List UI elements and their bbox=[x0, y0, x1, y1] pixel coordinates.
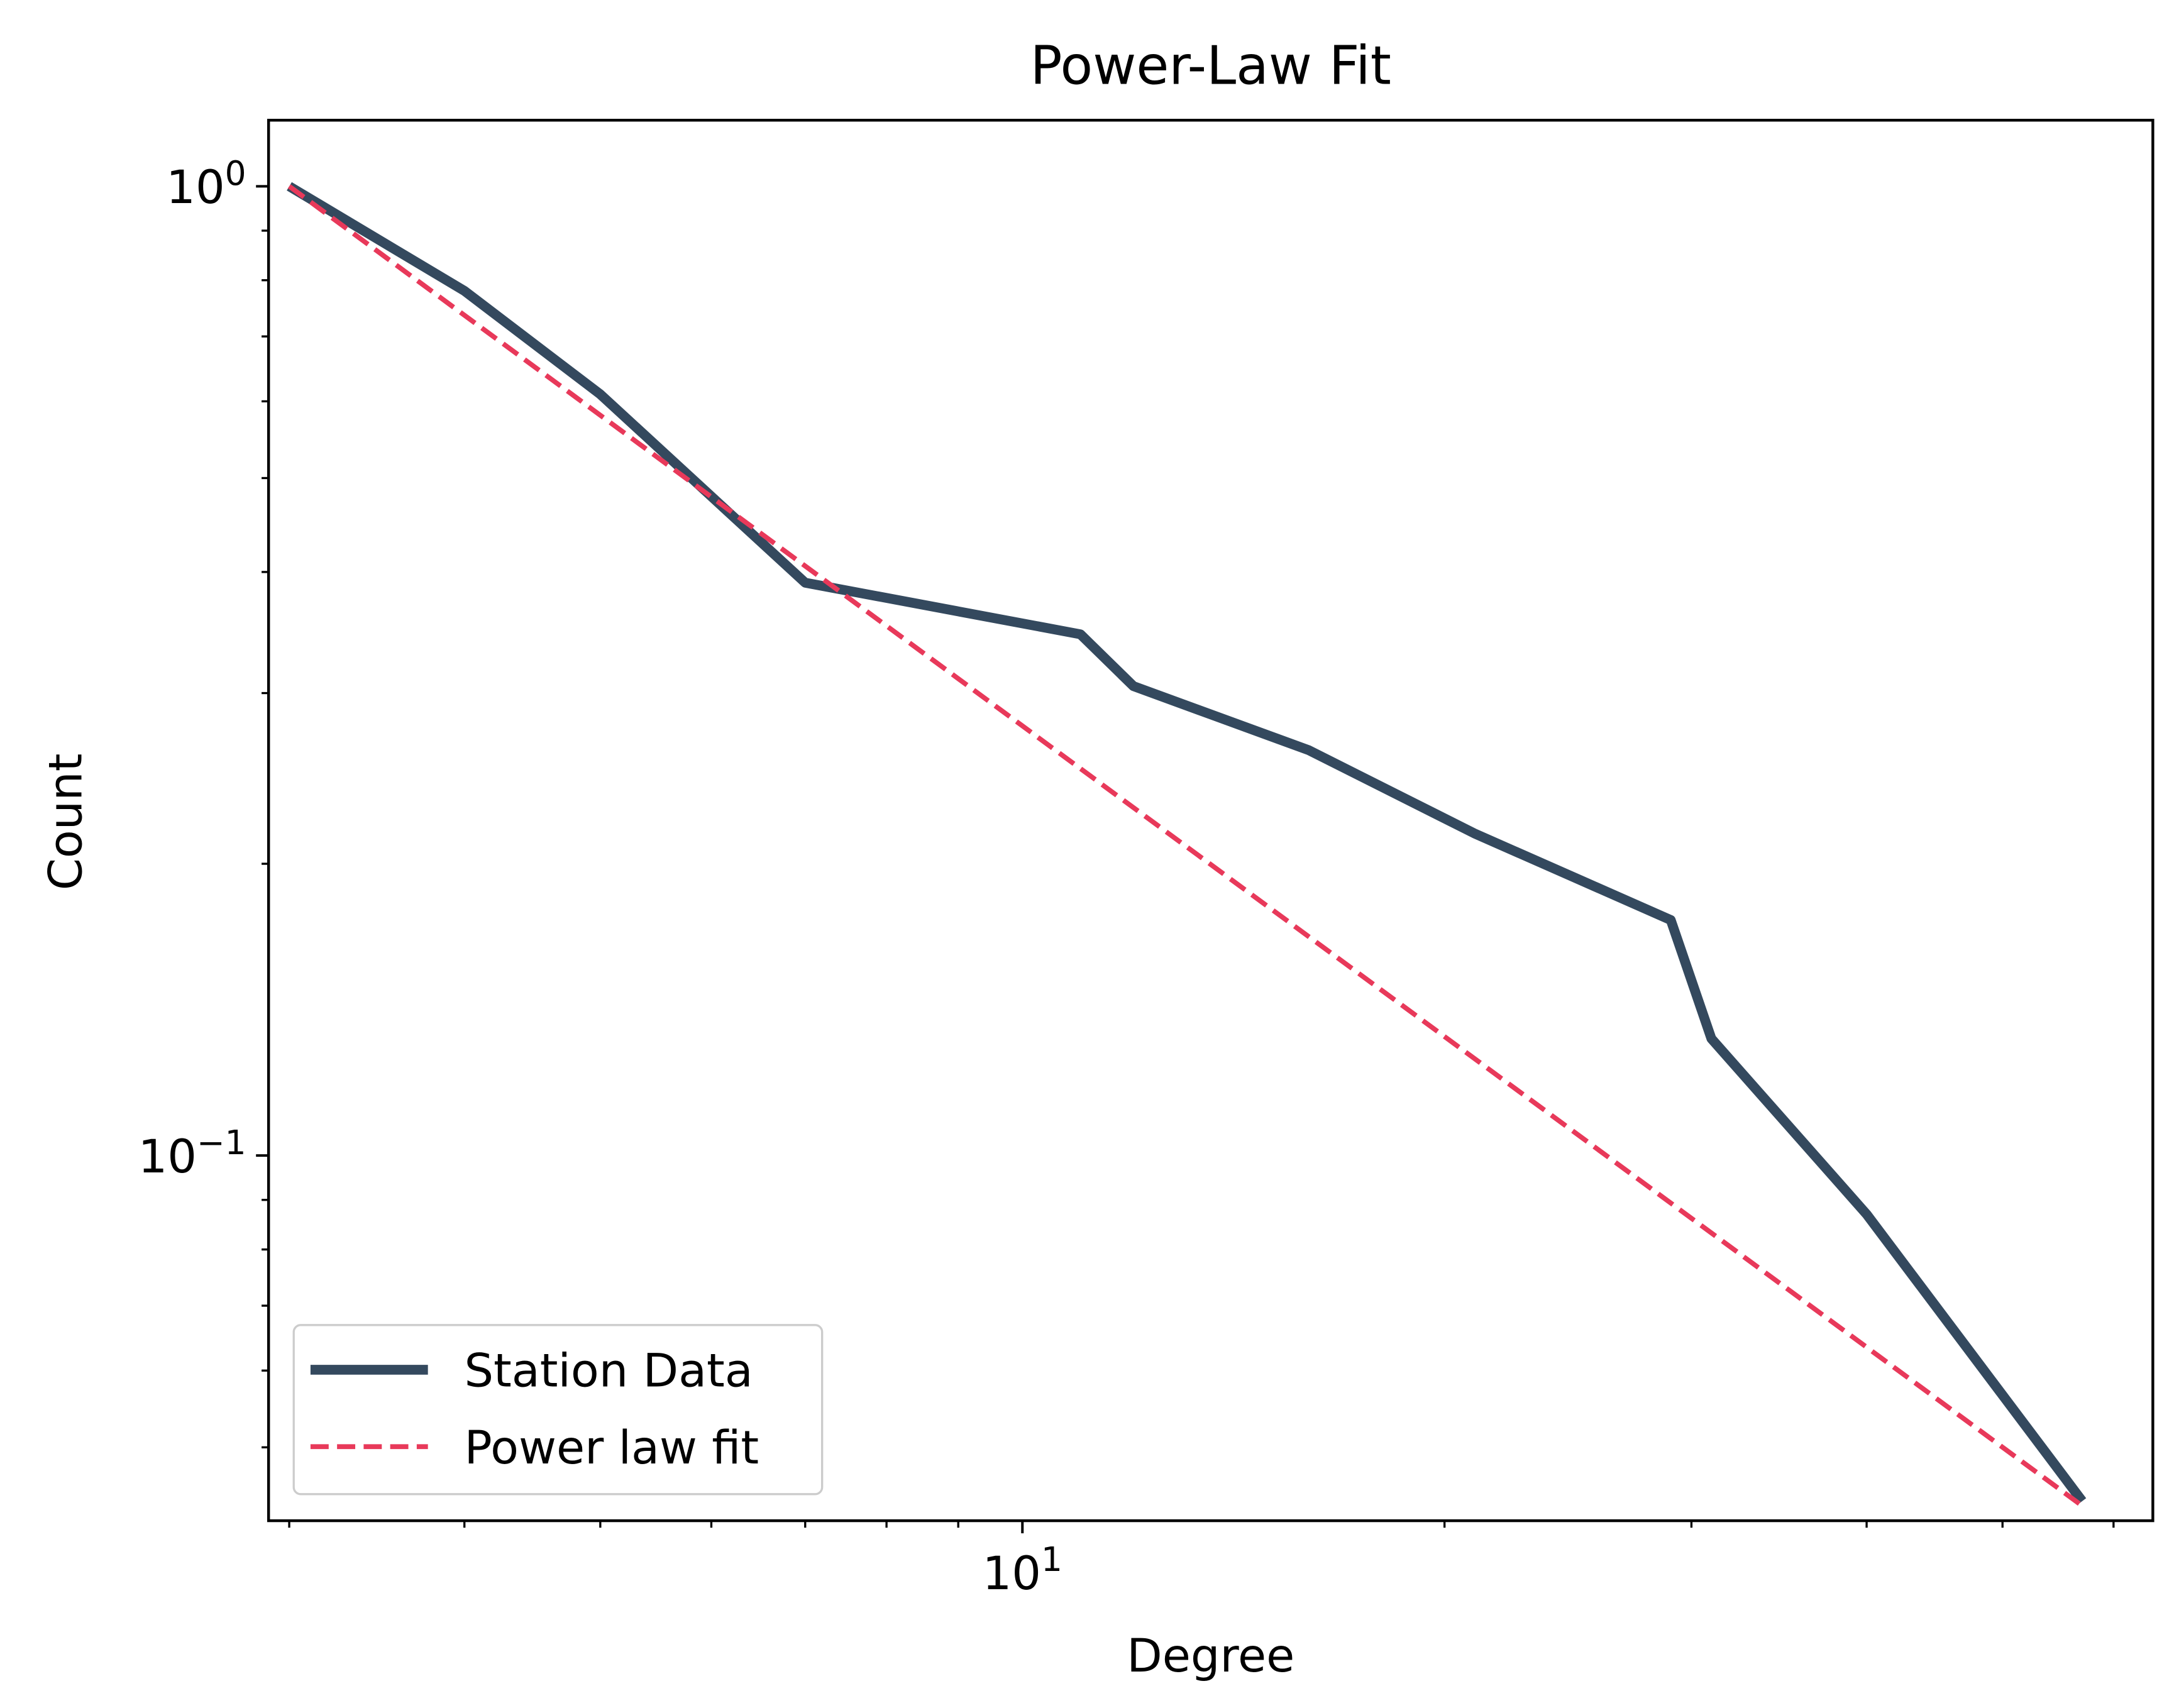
chart-title: Power-Law Fit bbox=[1030, 35, 1391, 96]
series-layer bbox=[287, 182, 2087, 1508]
y-tick-label: 10−1 bbox=[138, 1123, 246, 1184]
legend-label-power-law-fit: Power law fit bbox=[464, 1421, 759, 1475]
legend: Station Data Power law fit bbox=[292, 1324, 824, 1496]
y-axis: 100 10−1 bbox=[138, 153, 269, 1448]
series-line-power-law-fit bbox=[287, 184, 2084, 1508]
x-axis-label: Degree bbox=[1127, 1629, 1294, 1683]
y-tick-label: 100 bbox=[166, 153, 246, 214]
y-axis-label: Count bbox=[39, 753, 92, 890]
series-line-station-data bbox=[287, 182, 2087, 1504]
plot-frame bbox=[267, 118, 2155, 1523]
x-axis: 101 bbox=[288, 1521, 2115, 1601]
x-tick-label: 101 bbox=[983, 1540, 1062, 1601]
legend-label-station-data: Station Data bbox=[464, 1345, 753, 1398]
